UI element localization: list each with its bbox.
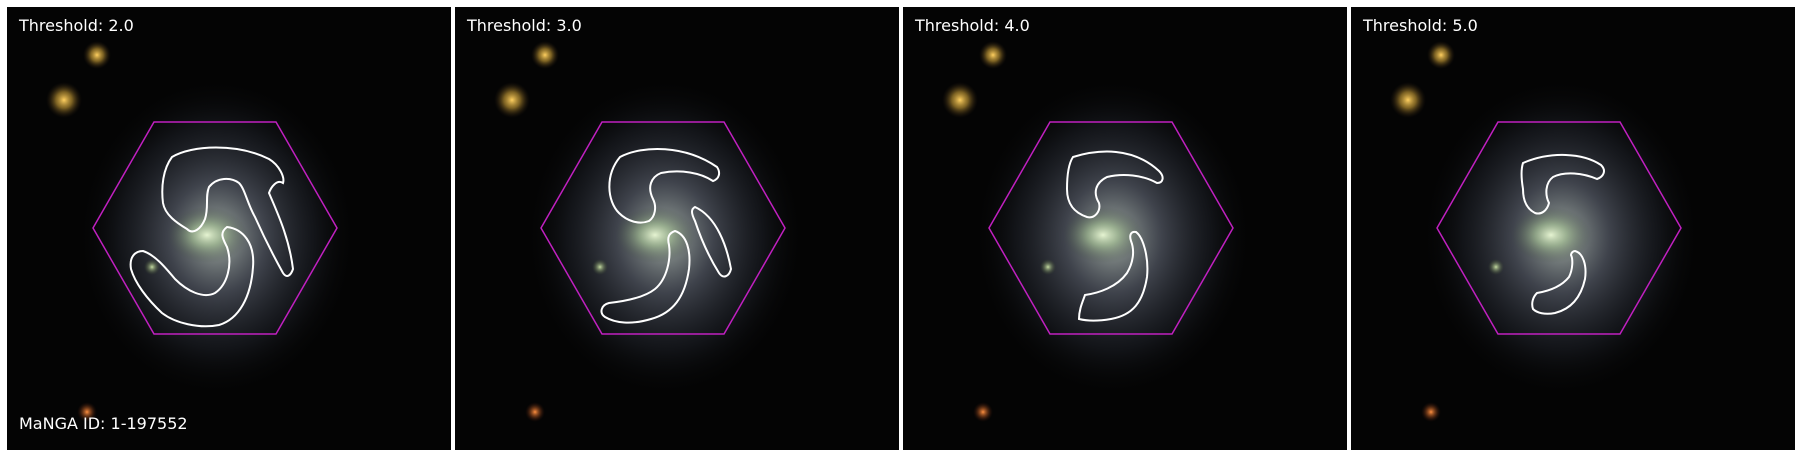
galaxy-image [903, 7, 1347, 450]
threshold-label: Threshold: 4.0 [915, 16, 1030, 35]
galaxy-image [455, 7, 899, 450]
panel-threshold-5: Threshold: 5.0 [1351, 7, 1795, 450]
panel-threshold-2: Threshold: 2.0 MaNGA ID: 1-197552 [7, 7, 451, 450]
field-of-view-hexagon [1436, 121, 1682, 335]
contour-lines [1065, 150, 1164, 322]
threshold-label: Threshold: 5.0 [1363, 16, 1478, 35]
field-of-view-hexagon [988, 121, 1234, 335]
manga-id-label: MaNGA ID: 1-197552 [19, 414, 188, 433]
field-of-view-hexagon [92, 121, 338, 335]
galaxy-image [7, 7, 451, 450]
field-of-view-hexagon [540, 121, 786, 335]
contour-lines [1520, 154, 1605, 315]
panel-threshold-3: Threshold: 3.0 [455, 7, 899, 450]
threshold-label: Threshold: 3.0 [467, 16, 582, 35]
galaxy-image [1351, 7, 1795, 450]
threshold-label: Threshold: 2.0 [19, 16, 134, 35]
contour-lines [600, 148, 733, 324]
panel-threshold-4: Threshold: 4.0 [903, 7, 1347, 450]
contour-lines [129, 146, 295, 328]
